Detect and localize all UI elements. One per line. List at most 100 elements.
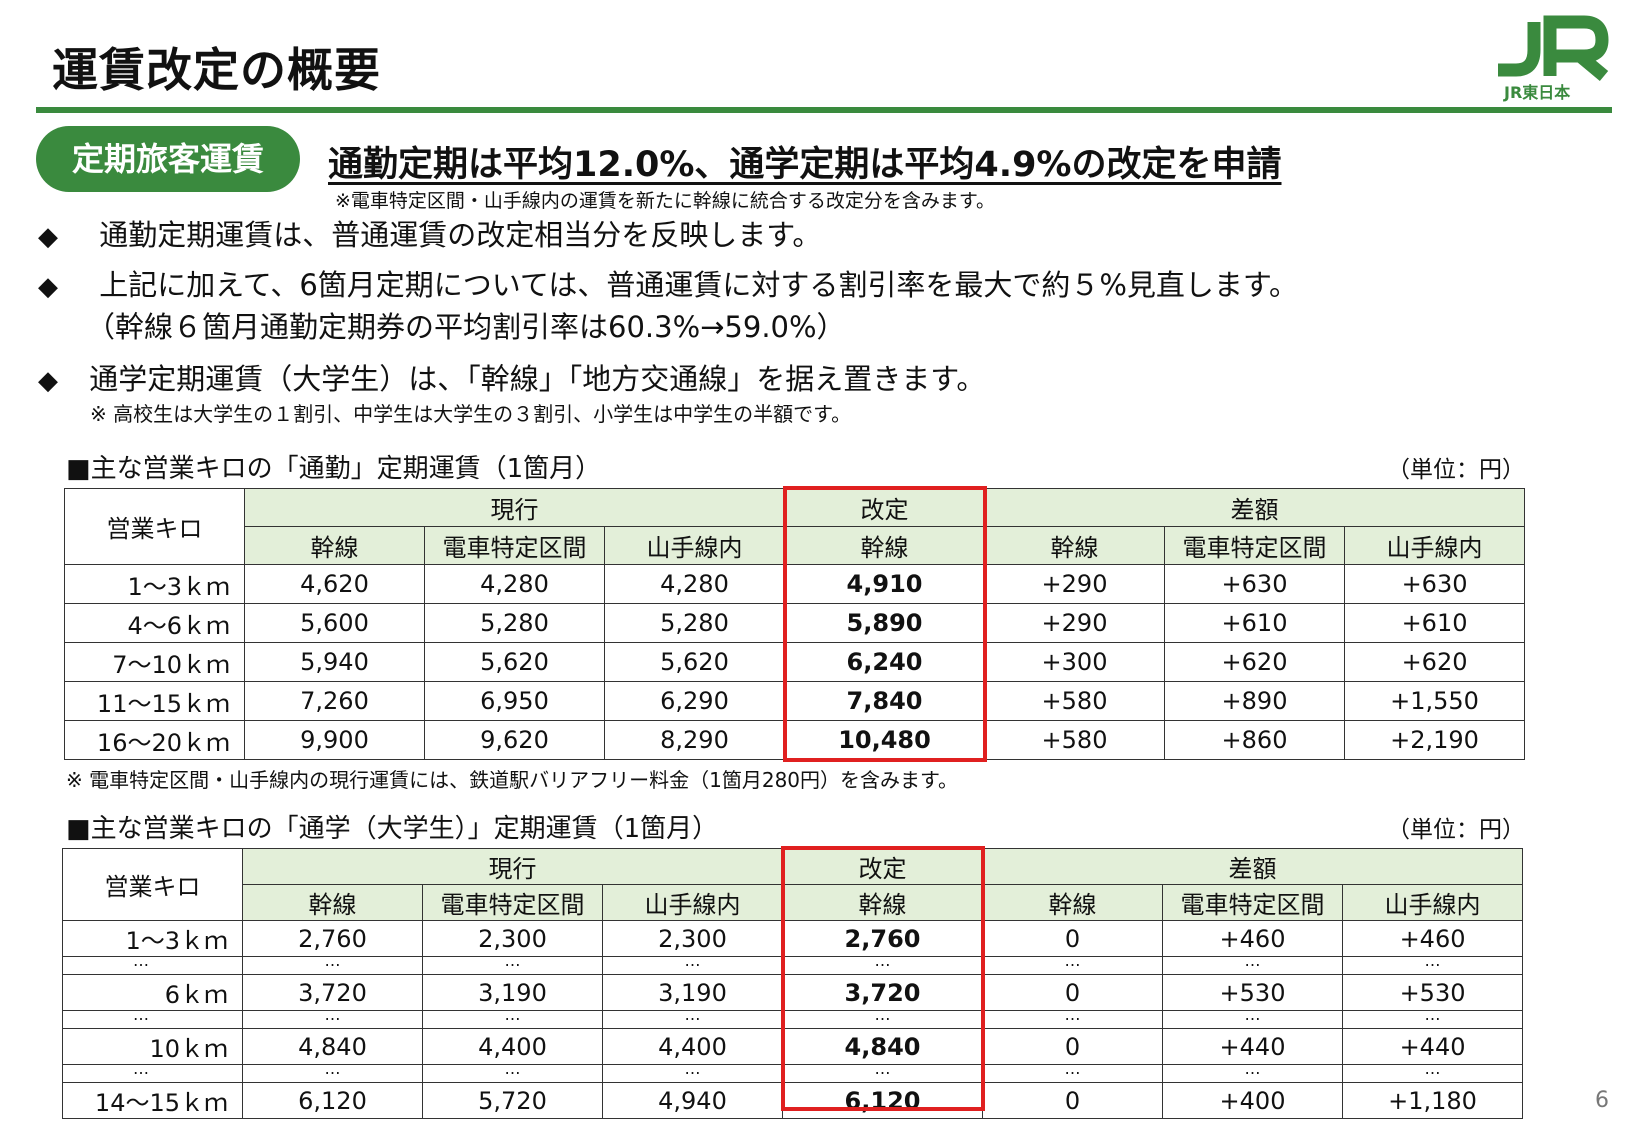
- diff-special-cell: +530: [1162, 974, 1344, 1011]
- revised-trunk-cell: 6,120: [782, 1082, 984, 1119]
- ellipsis-cell: …: [62, 1061, 243, 1083]
- diff-yamanote-header: 山手線内: [1342, 884, 1524, 921]
- revised-trunk-header: 幹線: [784, 526, 986, 565]
- diff-special-header: 電車特定区間: [1164, 526, 1346, 565]
- ellipsis-cell: …: [1162, 1007, 1344, 1029]
- ellipsis-cell: …: [982, 1007, 1164, 1029]
- current-trunk-cell: 7,260: [244, 681, 425, 721]
- table-row: 7～10ｋｍ 5,940 5,620 5,620 6,240 +300 +620…: [64, 642, 1526, 682]
- table-row: 4～6ｋｍ 5,600 5,280 5,280 5,890 +290 +610 …: [64, 603, 1526, 643]
- revised-trunk-cell: 6,240: [784, 642, 986, 682]
- diff-special-cell: +860: [1164, 720, 1346, 760]
- diamond-bullet-icon: ◆: [38, 222, 58, 252]
- diff-yamanote-cell: +630: [1344, 564, 1526, 604]
- current-special-cell: 6,950: [424, 681, 605, 721]
- diff-yamanote-cell: +620: [1344, 642, 1526, 682]
- table-row: 11～15ｋｍ 7,260 6,950 6,290 7,840 +580 +89…: [64, 681, 1526, 721]
- current-special-header: 電車特定区間: [424, 526, 605, 565]
- diff-trunk-cell: +580: [984, 720, 1166, 760]
- diff-trunk-cell: +290: [984, 603, 1166, 643]
- table1-unit: （単位：円）: [1387, 457, 1525, 483]
- bullet-2: ◆ 上記に加えて、6箇月定期については、普通運賃に対する割引率を最大で約５%見直…: [38, 262, 1298, 304]
- current-special-header: 電車特定区間: [422, 884, 603, 921]
- ellipsis-cell: …: [242, 1007, 423, 1029]
- current-special-cell: 5,280: [424, 603, 605, 643]
- current-special-cell: 4,400: [422, 1028, 603, 1065]
- current-yamanote-cell: 3,190: [601, 974, 784, 1011]
- km-cell: 1～3ｋｍ: [64, 564, 245, 604]
- current-special-cell: 9,620: [424, 720, 605, 760]
- diff-special-cell: +610: [1164, 603, 1346, 643]
- current-yamanote-cell: 5,620: [603, 642, 786, 682]
- current-yamanote-cell: 2,300: [601, 920, 784, 957]
- diamond-bullet-icon: ◆: [38, 272, 58, 302]
- ellipsis-cell: …: [1342, 1007, 1524, 1029]
- current-special-cell: 5,620: [424, 642, 605, 682]
- ellipsis-cell: …: [242, 1061, 423, 1083]
- diff-trunk-cell: 0: [982, 1082, 1164, 1119]
- headline-note: ※電車特定区間・山手線内の運賃を新たに幹線に統合する改定分を含みます。: [335, 190, 996, 212]
- ellipsis-cell: …: [422, 1007, 603, 1029]
- km-cell: 14～15ｋｍ: [62, 1082, 243, 1119]
- page-number: 6: [1595, 1088, 1609, 1113]
- table2-unit: （単位：円）: [1387, 817, 1525, 843]
- section-badge: 定期旅客運賃: [36, 126, 300, 192]
- diff-yamanote-cell: +1,550: [1344, 681, 1526, 721]
- ellipsis-cell: …: [782, 953, 984, 975]
- commuter-fare-table: 営業キロ 現行 改定 差額 幹線 電車特定区間 山手線内 幹線 幹線 電車特定区…: [64, 488, 1526, 760]
- table-row: 14～15ｋｍ 6,120 5,720 4,940 6,120 0 +400 +…: [62, 1082, 1524, 1119]
- ellipsis-row: … … … … … … … …: [62, 1007, 1524, 1029]
- jr-logo-icon: [1498, 15, 1609, 81]
- current-trunk-cell: 4,620: [244, 564, 425, 604]
- diff-special-cell: +440: [1162, 1028, 1344, 1065]
- current-trunk-cell: 9,900: [244, 720, 425, 760]
- ellipsis-cell: …: [1162, 1061, 1344, 1083]
- table-row: 10ｋｍ 4,840 4,400 4,400 4,840 0 +440 +440: [62, 1028, 1524, 1065]
- table-row: 16～20ｋｍ 9,900 9,620 8,290 10,480 +580 +8…: [64, 720, 1526, 760]
- ellipsis-cell: …: [782, 1061, 984, 1083]
- current-trunk-cell: 2,760: [242, 920, 423, 957]
- ellipsis-cell: …: [422, 953, 603, 975]
- current-trunk-cell: 4,840: [242, 1028, 423, 1065]
- current-special-cell: 4,280: [424, 564, 605, 604]
- current-special-cell: 2,300: [422, 920, 603, 957]
- diff-yamanote-cell: +1,180: [1342, 1082, 1524, 1119]
- bullet-1: ◆ 通勤定期運賃は、普通運賃の改定相当分を反映します。: [38, 212, 821, 254]
- ellipsis-cell: …: [982, 953, 1164, 975]
- ellipsis-cell: …: [1162, 953, 1344, 975]
- current-header: 現行: [241, 848, 784, 885]
- table2-title: ■主な営業キロの「通学（大学生）」定期運賃（1箇月）: [66, 814, 719, 844]
- current-trunk-header: 幹線: [244, 526, 425, 565]
- current-yamanote-header: 山手線内: [601, 884, 784, 921]
- km-cell: 6ｋｍ: [62, 974, 243, 1011]
- diff-trunk-cell: 0: [982, 1028, 1164, 1065]
- table-row: 1～3ｋｍ 2,760 2,300 2,300 2,760 0 +460 +46…: [62, 920, 1524, 957]
- km-cell: 10ｋｍ: [62, 1028, 243, 1065]
- current-trunk-cell: 3,720: [242, 974, 423, 1011]
- km-cell: 7～10ｋｍ: [64, 642, 245, 682]
- revised-trunk-cell: 4,840: [782, 1028, 984, 1065]
- ellipsis-cell: …: [601, 1061, 784, 1083]
- current-trunk-cell: 5,600: [244, 603, 425, 643]
- table1-footnote: ※ 電車特定区間・山手線内の現行運賃には、鉄道駅バリアフリー料金（1箇月280円…: [66, 768, 959, 792]
- diamond-bullet-icon: ◆: [38, 366, 58, 396]
- student-fare-table: 営業キロ 現行 改定 差額 幹線 電車特定区間 山手線内 幹線 幹線 電車特定区…: [62, 848, 1524, 1119]
- current-yamanote-cell: 4,280: [603, 564, 786, 604]
- diff-yamanote-cell: +460: [1342, 920, 1524, 957]
- diff-yamanote-cell: +2,190: [1344, 720, 1526, 760]
- revised-header: 改定: [782, 848, 984, 885]
- bullet-1-text: 通勤定期運賃は、普通運賃の改定相当分を反映します。: [99, 218, 822, 252]
- diff-yamanote-cell: +610: [1344, 603, 1526, 643]
- km-header: 営業キロ: [62, 848, 243, 921]
- km-cell: 1～3ｋｍ: [62, 920, 243, 957]
- current-yamanote-cell: 8,290: [603, 720, 786, 760]
- diff-header: 差額: [984, 488, 1526, 527]
- ellipsis-cell: …: [782, 1007, 984, 1029]
- bullet-2-continuation: （幹線６箇月通勤定期券の平均割引率は60.3%→59.0%）: [86, 310, 846, 344]
- page-title: 運賃改定の概要: [52, 43, 381, 97]
- diff-trunk-header: 幹線: [984, 526, 1166, 565]
- ellipsis-cell: …: [62, 953, 243, 975]
- current-trunk-cell: 6,120: [242, 1082, 423, 1119]
- revised-trunk-cell: 2,760: [782, 920, 984, 957]
- diff-yamanote-cell: +530: [1342, 974, 1524, 1011]
